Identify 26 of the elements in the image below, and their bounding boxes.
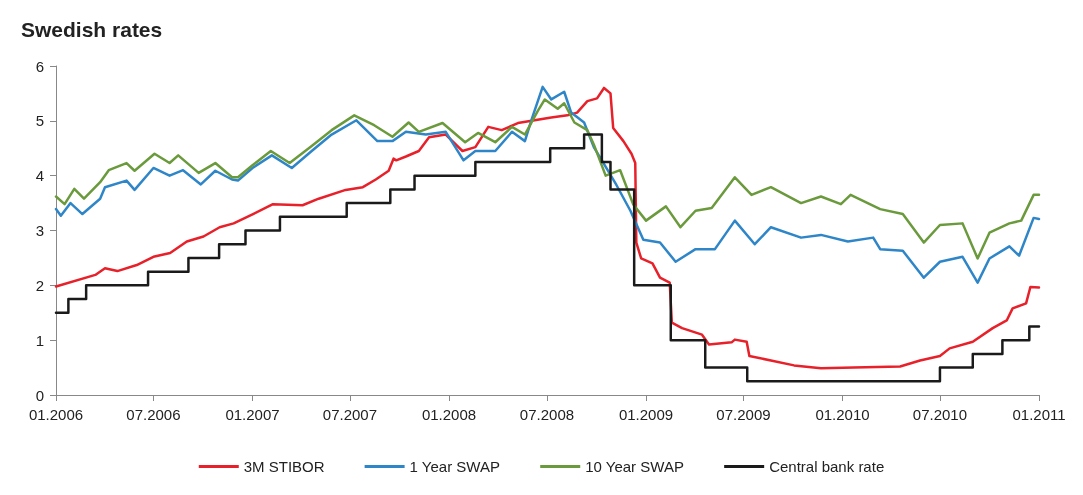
- legend-label: 10 Year SWAP: [585, 458, 684, 475]
- x-tick-label: 07.2010: [912, 406, 968, 423]
- x-tick-label: 07.2007: [322, 406, 378, 423]
- y-tick-label: 4: [35, 167, 44, 185]
- line-series: [54, 86, 1041, 370]
- x-tick-label: 01.2010: [815, 406, 870, 423]
- x-tick-label: 01.2007: [225, 406, 280, 423]
- y-tick-label: 6: [35, 57, 44, 75]
- x-tick-label: 01.2011: [1012, 406, 1066, 423]
- legend-label: 3M STIBOR: [243, 458, 325, 475]
- y-tick-label: 3: [35, 222, 44, 239]
- legend-label: 1 Year SWAP: [409, 458, 500, 475]
- x-tick-label: 01.2008: [421, 406, 477, 423]
- y-tick-label: 1: [35, 331, 44, 349]
- line-series: [54, 85, 1041, 284]
- y-tick-label: 0: [35, 386, 44, 404]
- x-tick-label: 07.2006: [126, 406, 181, 423]
- x-tick-label: 07.2008: [519, 406, 575, 423]
- x-tick-label: 01.2009: [618, 406, 674, 423]
- x-tick-label: 07.2009: [716, 406, 771, 423]
- legend-label: Central bank rate: [769, 458, 885, 475]
- line-series: [54, 98, 1041, 260]
- chart-title: Swedish rates: [21, 18, 163, 41]
- y-tick-label: 5: [35, 112, 44, 130]
- x-tick-label: 01.2006: [28, 406, 84, 423]
- y-tick-label: 2: [35, 276, 44, 294]
